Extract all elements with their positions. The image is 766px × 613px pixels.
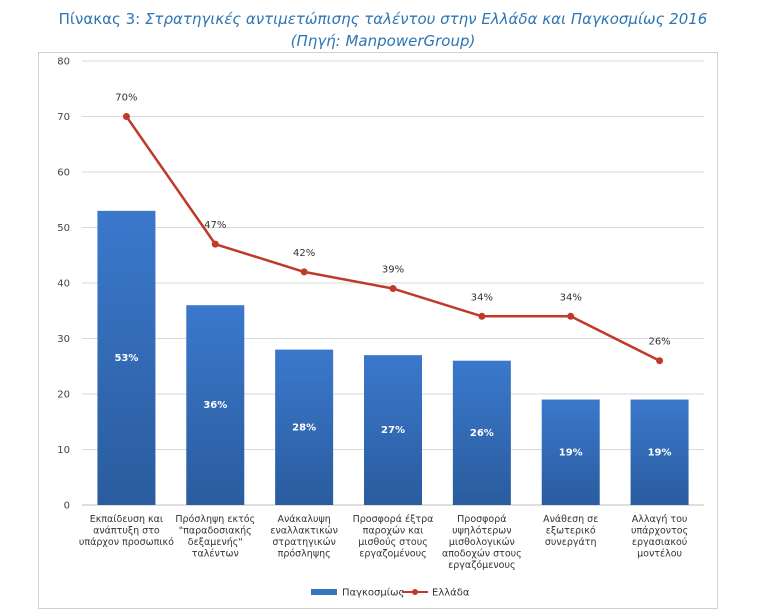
bar-data-label: 19% [559, 447, 583, 458]
x-tick-label-line: υπάρχοντος [631, 526, 688, 537]
x-tick-label-line: ανάπτυξη στο [93, 526, 160, 537]
x-tick-label-line: μισθούς στους [358, 537, 428, 548]
bar-data-label: 28% [292, 422, 316, 433]
bar-data-label: 19% [648, 447, 672, 458]
line-point [567, 312, 575, 320]
line-data-label: 26% [648, 337, 670, 348]
x-tick-label-line: Προσφορά έξτρα [353, 514, 434, 525]
chart-frame [38, 52, 718, 609]
x-tick-label-line: Προσφορά [457, 514, 506, 525]
x-tick-label: Αλλαγή του υπάρχοντος εργασιακού μοντέλου [631, 514, 688, 560]
y-tick-label: 0 [64, 501, 70, 512]
bar-data-label: 36% [203, 400, 227, 411]
x-tick-label-line: πρόσληψης [278, 549, 331, 560]
x-tick-label: Πρόσληψη εκτός "παραδοσιακής δεξαμενής" ταλ… [175, 514, 255, 560]
line-data-label: 42% [293, 248, 315, 259]
line-point [122, 113, 130, 120]
x-tick-label-line: ταλέντων [192, 549, 239, 560]
line-data-label: 34% [471, 292, 493, 303]
x-tick-label-line: Ανάκαλυψη [277, 514, 330, 525]
y-tick-label: 50 [57, 223, 70, 234]
x-tick-label: Προσφορά έξτρα παροχών και μισθούς στους ερ… [353, 514, 434, 560]
title-source: (Πηγή: ManpowerGroup) [290, 32, 476, 50]
bar [97, 210, 156, 505]
x-tick-label-line: εργαζόμενους [448, 560, 515, 571]
bar-data-label: 53% [114, 353, 138, 364]
x-tick-label: Προσφορά υψηλότερων μισθολογικών αποδοχών σ… [442, 514, 522, 571]
bar [630, 399, 689, 505]
x-axis-categories: Εκπαίδευση και ανάπτυξη στο υπάρχον προσωπ… [79, 514, 688, 571]
x-tick-label-line: Αλλαγή του [632, 514, 688, 525]
line-point [478, 312, 486, 320]
x-tick-label-line: Εκπαίδευση και [90, 514, 163, 525]
x-tick-label-line: υψηλότερων [452, 526, 511, 537]
line-data-label: 47% [204, 220, 226, 231]
x-tick-label-line: συνεργάτη [545, 537, 597, 548]
x-tick-label: Ανάθεση σε εξωτερικό συνεργάτη [543, 514, 598, 548]
chart-title: Πίνακας 3: Στρατηγικές αντιμετώπισης ταλ… [0, 8, 766, 52]
x-tick-label-line: Ανάθεση σε [543, 514, 598, 525]
line-data-label: 34% [560, 292, 582, 303]
bar-data-label: 27% [381, 425, 405, 436]
y-tick-label: 60 [57, 168, 70, 179]
line-data-label: 70% [115, 93, 137, 104]
y-tick-label: 20 [57, 390, 70, 401]
line-point [300, 268, 308, 276]
title-line-1: Πίνακας 3: Στρατηγικές αντιμετώπισης ταλ… [0, 8, 766, 30]
x-tick-label-line: "παραδοσιακής [179, 526, 252, 537]
title-prefix: Πίνακας 3: [58, 10, 145, 28]
x-tick-label: Ανάκαλυψη εναλλακτικών στρατηγικών πρόσληψη… [270, 514, 338, 560]
line-point [389, 285, 397, 293]
bar-data-label: 26% [470, 428, 494, 439]
y-tick-label: 70 [57, 112, 70, 123]
line-point [656, 357, 664, 365]
x-tick-label-line: Πρόσληψη εκτός [175, 514, 255, 525]
grid-layer [82, 60, 704, 506]
x-tick-label-line: εναλλακτικών [270, 526, 338, 537]
x-tick-label-line: εργαζομένους [359, 549, 426, 560]
bar [541, 399, 600, 505]
x-tick-label-line: στρατηγικών [272, 537, 335, 548]
legend-swatch-bar [311, 589, 337, 595]
line-layer: 70% 47% 42% 39% 34% 34% 26% [115, 93, 671, 365]
bar [452, 360, 511, 505]
x-tick-label-line: αποδοχών στους [442, 549, 522, 560]
legend-label: Ελλάδα [432, 587, 470, 599]
legend: Παγκοσμίως Ελλάδα [311, 587, 470, 599]
x-tick-label-line: εργασιακού [632, 537, 687, 548]
y-tick-label: 40 [57, 279, 70, 290]
x-tick-label-line: παροχών και [363, 526, 424, 537]
bar [186, 305, 245, 505]
legend-label: Παγκοσμίως [342, 587, 404, 599]
x-tick-label-line: δεξαμενής" [188, 537, 243, 548]
bar [275, 349, 334, 505]
bar [364, 355, 422, 505]
x-tick-label-line: υπάρχον προσωπικό [79, 537, 174, 548]
line-data-label: 39% [382, 265, 404, 276]
y-tick-label: 80 [57, 57, 70, 68]
x-tick-label-line: μισθολογικών [449, 537, 515, 548]
bars-layer: 53% 36% 28% 27% 26% 19% 19% [97, 210, 689, 505]
y-axis-ticks: 0 10 20 30 40 50 60 70 80 [57, 57, 70, 512]
line-point [211, 240, 219, 248]
x-tick-label: Εκπαίδευση και ανάπτυξη στο υπάρχον προσωπ… [79, 514, 174, 548]
x-tick-label-line: μοντέλου [637, 549, 682, 560]
title-main: Στρατηγικές αντιμετώπισης ταλέντου στην … [144, 10, 708, 28]
y-tick-label: 10 [57, 445, 70, 456]
y-tick-label: 30 [57, 334, 70, 345]
legend-swatch-marker [412, 589, 418, 595]
x-tick-label-line: εξωτερικό [546, 526, 596, 537]
